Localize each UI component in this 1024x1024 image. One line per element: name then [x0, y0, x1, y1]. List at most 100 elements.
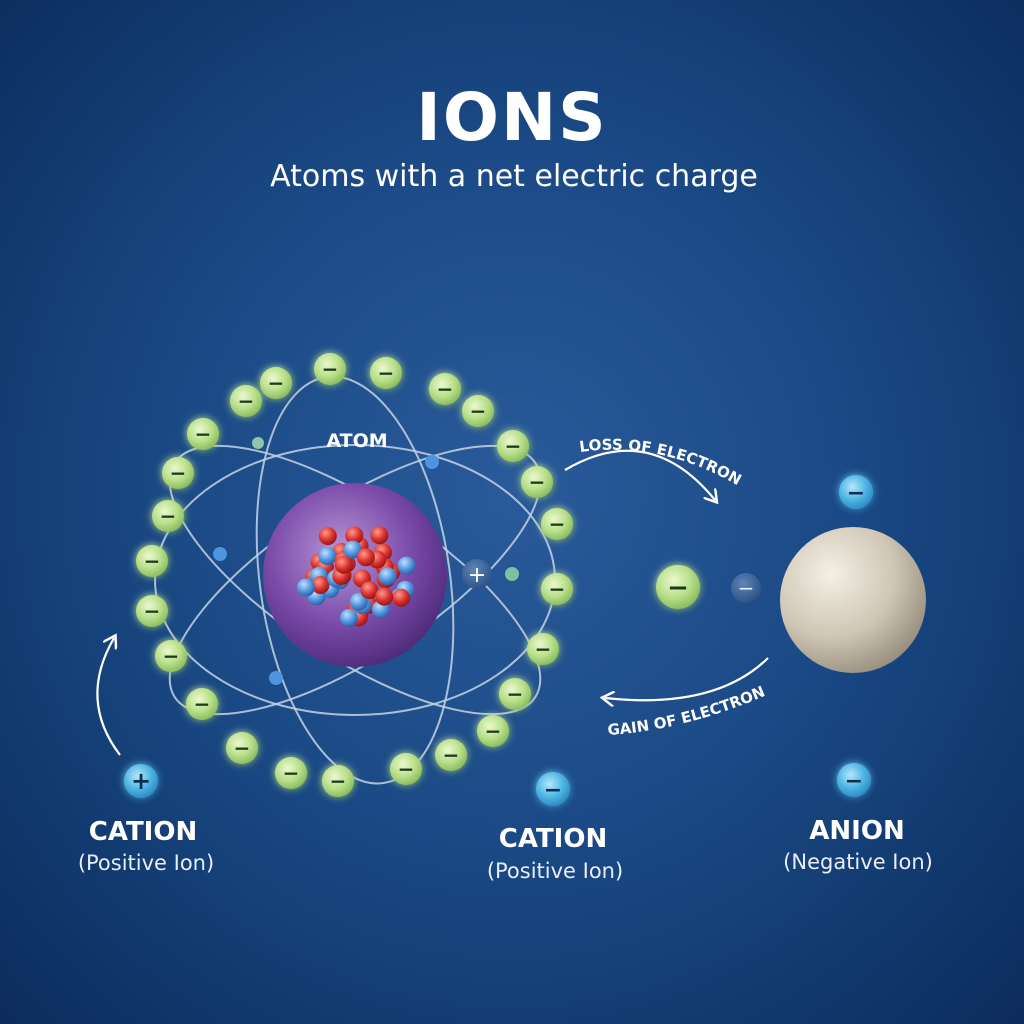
electron-symbol: − — [144, 599, 161, 623]
electron-circle — [541, 508, 573, 540]
neutron — [296, 578, 315, 597]
neutron — [349, 592, 368, 611]
anion-sphere — [780, 527, 926, 673]
transfer-electron-large: − — [656, 565, 700, 609]
electron: − — [462, 395, 494, 427]
electron-circle — [527, 633, 559, 665]
neutron — [339, 608, 358, 627]
electron-circle — [314, 353, 346, 385]
proton — [360, 581, 379, 600]
anion-top-badge: − — [839, 475, 873, 509]
proton — [392, 588, 411, 607]
orbit-particle — [252, 437, 264, 449]
electron-symbol: − — [549, 512, 566, 536]
electron: − — [527, 633, 559, 665]
loss-label: LOSS OF ELECTRON — [578, 436, 744, 489]
gain-arrow-path — [605, 657, 769, 700]
proton — [318, 527, 337, 546]
proton — [345, 526, 364, 545]
electron-symbol: − — [505, 434, 522, 458]
electron-symbol: − — [549, 577, 566, 601]
electron: − — [521, 466, 553, 498]
loss-arrow-path — [564, 449, 715, 500]
electron-circle — [230, 385, 262, 417]
electron-circle — [136, 595, 168, 627]
electron-symbol: − — [268, 371, 285, 395]
electron-symbol: − — [443, 743, 460, 767]
electron: − — [230, 385, 262, 417]
anion-badge-symbol: − — [845, 769, 863, 794]
electron-cloud: −−− −−−− −− −− −−−−−−−−−− −− − − — [136, 353, 573, 797]
electron-symbol: − — [535, 637, 552, 661]
cation-center-desc: (Positive Ion) — [487, 859, 623, 883]
electron-circle — [260, 367, 292, 399]
electron: − — [162, 457, 194, 489]
loss-label-path: LOSS OF ELECTRON — [578, 436, 744, 489]
electron-circle — [187, 418, 219, 450]
orbit-particle — [505, 567, 519, 581]
cation-left-badge-circle — [124, 764, 158, 798]
electron-circle — [497, 430, 529, 462]
page-title: IONS — [416, 79, 607, 156]
electron-circle — [155, 640, 187, 672]
neutron — [397, 556, 416, 575]
cation-left-title: CATION — [89, 817, 197, 847]
gain-label-path: GAIN OF ELECTRON — [607, 682, 768, 739]
page-subtitle: Atoms with a net electric charge — [270, 159, 758, 194]
electron-circle — [152, 500, 184, 532]
cation-center-badge-circle — [536, 772, 570, 806]
transfer-electron-small: − — [731, 573, 761, 603]
electron: − — [314, 353, 346, 385]
electron: − — [435, 739, 467, 771]
electron-symbol: − — [163, 644, 180, 668]
electron-circle — [322, 765, 354, 797]
electron: − — [186, 688, 218, 720]
label-cation-left: + CATION (Positive Ion) — [78, 764, 214, 875]
cation-left-badge-symbol: + — [131, 767, 151, 795]
electron-symbol: − — [507, 682, 524, 706]
electron-circle — [499, 678, 531, 710]
label-cation-center: − CATION (Positive Ion) — [487, 772, 623, 883]
proton — [375, 587, 394, 606]
electron: − — [155, 640, 187, 672]
electron: − — [541, 573, 573, 605]
cation-left-desc: (Positive Ion) — [78, 851, 214, 875]
anion-title: ANION — [809, 816, 904, 846]
proton — [311, 576, 330, 594]
cation-center-title: CATION — [499, 824, 607, 854]
electron-symbol: − — [330, 769, 347, 793]
electron-symbol: − — [234, 736, 251, 760]
electron-circle — [429, 373, 461, 405]
electron-circle — [370, 357, 402, 389]
anion-top-badge-symbol: − — [847, 481, 865, 506]
proton — [370, 526, 389, 545]
electron-circle — [186, 688, 218, 720]
electron-circle — [462, 395, 494, 427]
neutron — [378, 567, 397, 586]
label-anion: − ANION (Negative Ion) — [783, 763, 933, 874]
electron: − — [136, 545, 168, 577]
transfer-electron-large-circle — [656, 565, 700, 609]
gain-label: GAIN OF ELECTRON — [607, 682, 768, 739]
electron: − — [275, 757, 307, 789]
anion-desc: (Negative Ion) — [783, 850, 933, 874]
transfer-electron-small-symbol: − — [738, 576, 755, 600]
neutron — [343, 540, 362, 559]
transfer-electron-large-symbol: − — [667, 573, 689, 603]
electron: − — [541, 508, 573, 540]
electron-circle — [435, 739, 467, 771]
orbit-particle — [269, 671, 283, 685]
electron: − — [260, 367, 292, 399]
cation-center-badge-symbol: − — [544, 778, 562, 803]
electron-circle — [226, 732, 258, 764]
electron: − — [370, 357, 402, 389]
electron-symbol: − — [485, 719, 502, 743]
electron-circle — [275, 757, 307, 789]
electron-symbol: − — [195, 422, 212, 446]
electron-symbol: − — [437, 377, 454, 401]
proton-badge: + — [462, 559, 492, 589]
loss-arrow: LOSS OF ELECTRON — [564, 436, 745, 500]
electron-symbol: − — [194, 692, 211, 716]
